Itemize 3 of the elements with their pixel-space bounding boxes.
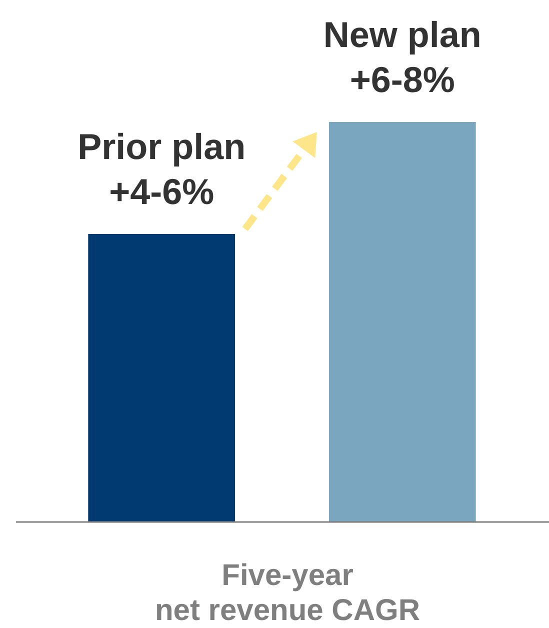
x-axis-title: Five-year net revenue CAGR [154, 559, 420, 627]
x-tick-label: Prior plan +4-6% [78, 126, 246, 212]
x-tick-label: New plan +6-8% [323, 14, 482, 100]
